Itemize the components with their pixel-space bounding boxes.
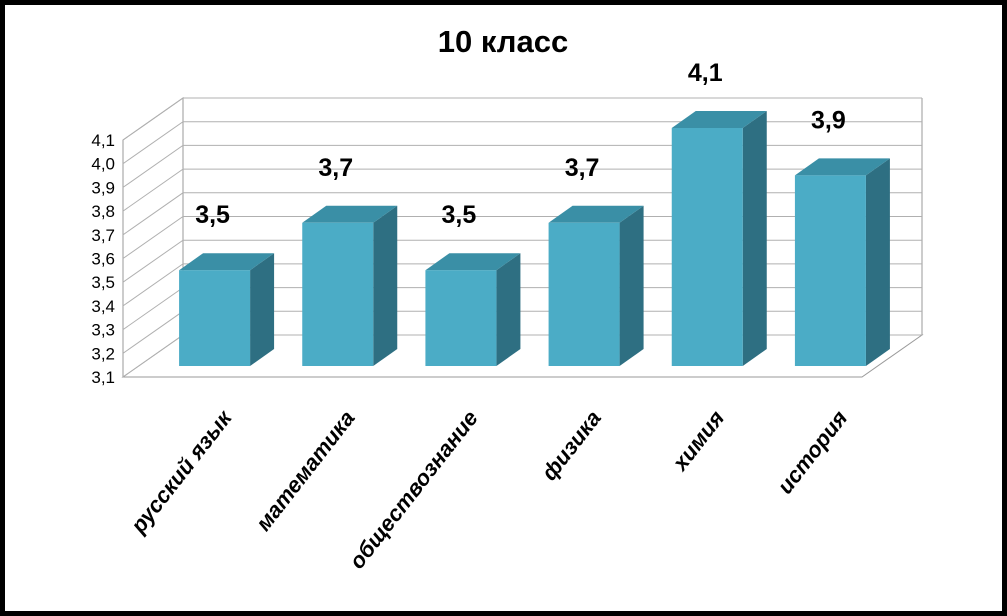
bar-side	[373, 205, 398, 366]
x-category-label: математика	[251, 406, 360, 536]
y-tick-label: 4,0	[91, 155, 115, 174]
bar-side	[250, 253, 275, 366]
gridline	[122, 121, 922, 165]
bar	[179, 253, 275, 366]
bar-top	[302, 205, 398, 223]
x-category-label: история	[772, 406, 852, 499]
bar-top	[794, 158, 890, 176]
y-tick-label: 3,9	[91, 178, 115, 197]
bar-side	[742, 111, 767, 366]
bar	[548, 205, 644, 366]
y-tick-label: 3,5	[91, 273, 115, 292]
data-label: 4,1	[688, 59, 723, 87]
y-tick-label: 3,1	[91, 368, 115, 387]
bar	[425, 253, 521, 366]
bar-top	[425, 253, 521, 271]
y-tick-label: 3,6	[91, 250, 115, 269]
bars	[179, 111, 890, 366]
y-tick-label: 3,2	[91, 344, 115, 363]
data-label: 3,5	[442, 201, 477, 229]
x-category-label: русский язык	[125, 404, 237, 538]
data-label: 3,9	[811, 106, 846, 134]
y-tick-label: 3,3	[91, 321, 115, 340]
bar-front	[302, 222, 374, 366]
bar-front	[794, 175, 866, 366]
bar	[302, 205, 398, 366]
bar-top	[548, 205, 644, 223]
data-label: 3,7	[318, 154, 353, 182]
data-labels: 3,5 3,7 3,5 3,7 4,1 3,9	[195, 59, 846, 229]
gridline	[122, 97, 922, 141]
bar	[671, 111, 767, 366]
bar	[794, 158, 890, 366]
bar-side	[865, 158, 890, 366]
bar-front	[425, 270, 497, 366]
x-category-label: физика	[536, 406, 606, 485]
bar-front	[179, 270, 251, 366]
x-category-label: обществознание	[344, 406, 483, 574]
chart-title: 10 класс	[438, 24, 568, 59]
bar-top	[671, 111, 767, 128]
bar-front	[671, 128, 743, 366]
bar-side	[496, 253, 521, 366]
bar-top	[179, 253, 275, 271]
y-axis-ticks: 3,1 3,2 3,3 3,4 3,5 3,6 3,7 3,8 3,9 4,0 4,1	[91, 131, 115, 387]
data-label: 3,5	[195, 201, 230, 229]
bar-front	[548, 222, 620, 366]
y-tick-label: 4,1	[91, 131, 115, 150]
data-label: 3,7	[565, 154, 600, 182]
y-tick-label: 3,7	[91, 226, 115, 245]
y-tick-label: 3,4	[91, 297, 115, 316]
x-category-label: химия	[667, 406, 729, 476]
y-tick-label: 3,8	[91, 202, 115, 221]
bar-side	[619, 205, 644, 366]
